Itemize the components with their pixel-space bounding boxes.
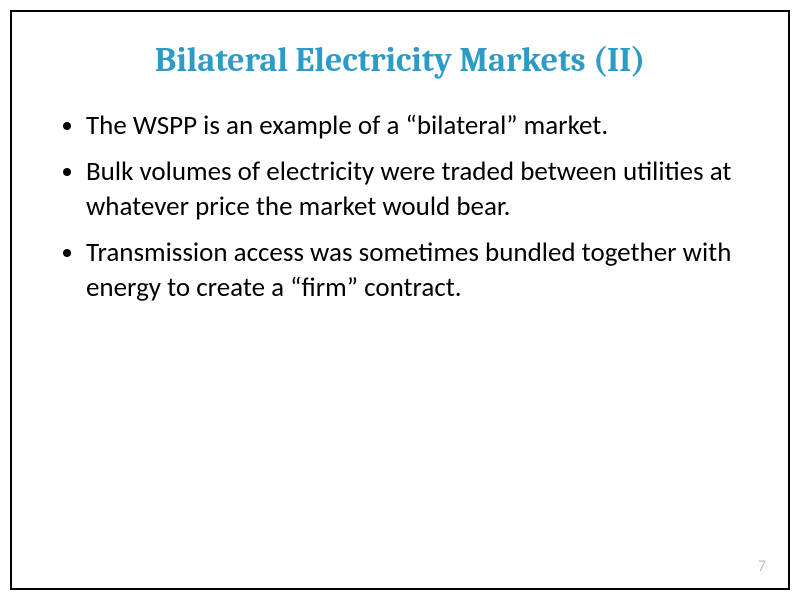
slide-frame: Bilateral Electricity Markets (II) The W…	[10, 10, 790, 590]
bullet-item: The WSPP is an example of a “bilateral” …	[86, 109, 744, 144]
bullet-item: Bulk volumes of electricity were traded …	[86, 155, 744, 224]
bullet-list: The WSPP is an example of a “bilateral” …	[50, 109, 750, 306]
slide-title: Bilateral Electricity Markets (II)	[50, 40, 750, 81]
page-number: 7	[758, 557, 766, 576]
bullet-item: Transmission access was sometimes bundle…	[86, 236, 744, 305]
